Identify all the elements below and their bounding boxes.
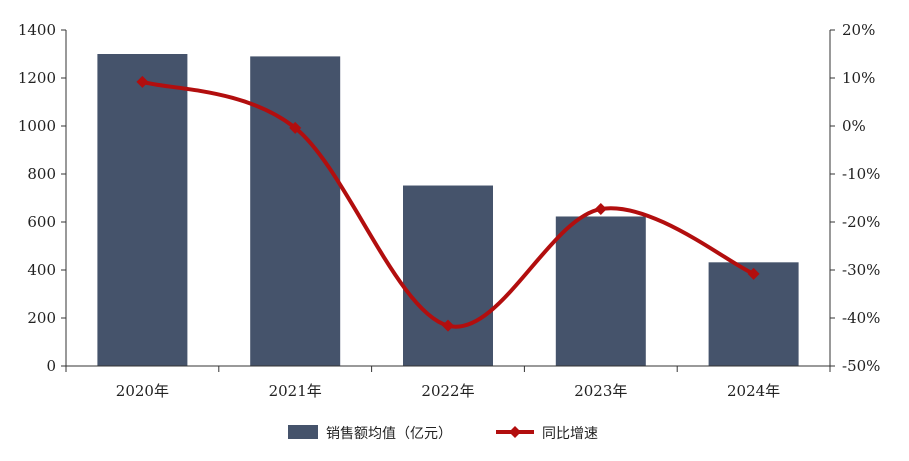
growth-point-2020年 [136, 75, 149, 88]
right-tick-label: -20% [842, 213, 880, 231]
legend-label-line: 同比增速 [542, 426, 598, 442]
legend: 销售额均值（亿元） 同比增速 [288, 425, 598, 442]
right-tick-label: -40% [842, 309, 880, 327]
bar-2021年 [250, 56, 341, 367]
right-tick-label: 0% [842, 117, 866, 135]
legend-label-bar: 销售额均值（亿元） [326, 426, 452, 442]
x-tick-label: 2024年 [727, 382, 780, 400]
bars-layer [97, 54, 799, 367]
right-tick-label: -30% [842, 261, 880, 279]
bar-2022年 [403, 185, 493, 366]
growth-point-2024年 [747, 267, 760, 280]
growth-point-2023年 [594, 203, 607, 216]
growth-point-2021年 [289, 121, 302, 134]
bar-2020年 [97, 54, 188, 366]
left-tick-label: 1200 [18, 69, 56, 87]
left-tick-label: 600 [27, 213, 56, 231]
axes-layer [61, 29, 835, 372]
x-tick-label: 2020年 [116, 382, 169, 400]
bar-2023年 [555, 216, 646, 366]
left-tick-label: 1000 [18, 117, 56, 135]
legend-swatch-bar [288, 425, 318, 439]
left-tick-label: 400 [27, 261, 56, 279]
growth-point-2022年 [442, 319, 454, 332]
line-layer [136, 75, 760, 332]
x-tick-label: 2023年 [574, 382, 627, 400]
x-tick-label: 2022年 [421, 382, 474, 400]
x-tick-label: 2021年 [269, 382, 322, 400]
left-tick-label: 1400 [18, 21, 56, 39]
left-tick-label: 800 [27, 165, 56, 183]
legend-swatch-marker [509, 426, 521, 438]
right-tick-label: 10% [842, 69, 875, 87]
left-tick-label: 0 [46, 357, 56, 375]
right-tick-label: 20% [842, 21, 875, 39]
right-tick-label: -50% [842, 357, 880, 375]
right-tick-label: -10% [842, 165, 880, 183]
left-tick-label: 200 [27, 309, 56, 327]
labels-layer: 0 200 400 600 800 1000 1200 1400 -50% -40% -30% -20… [18, 21, 881, 400]
